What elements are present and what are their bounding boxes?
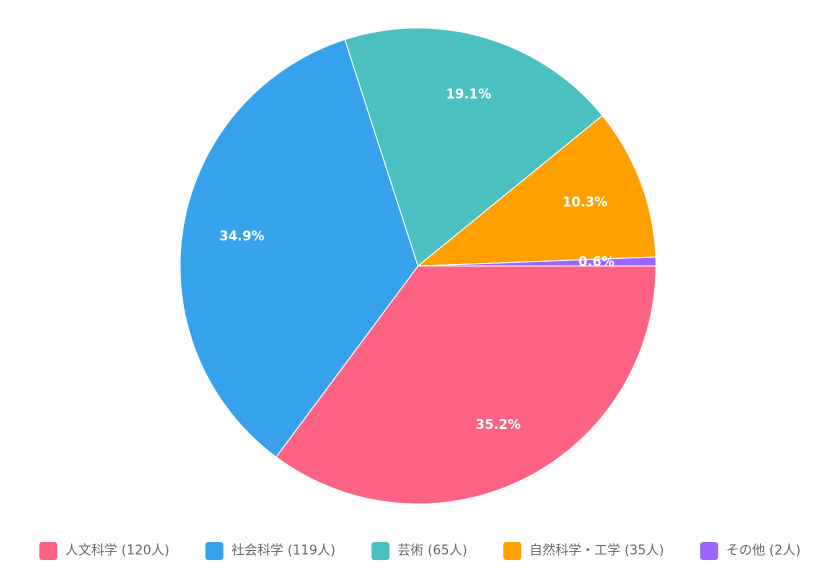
data-label: 19.1% — [446, 87, 491, 102]
pie-slice — [417, 256, 657, 267]
legend-label: 人文科学 (120人) — [65, 543, 169, 559]
legend-label: 芸術 (65人) — [397, 543, 467, 559]
legend-label: 自然科学・工学 (35人) — [529, 543, 664, 559]
pie-slice — [275, 265, 657, 505]
legend-swatch — [205, 542, 224, 560]
data-label: 35.2% — [476, 418, 521, 433]
legend-item[interactable]: 自然科学・工学 (35人) — [503, 542, 664, 560]
legend-item[interactable]: その他 (2人) — [700, 542, 801, 560]
data-label: 0.6% — [578, 255, 614, 270]
legend-item[interactable]: 芸術 (65人) — [371, 542, 467, 560]
pie-slice — [179, 38, 419, 458]
legend-label: その他 (2人) — [726, 544, 801, 559]
legend-swatch — [371, 542, 390, 560]
pie-slice — [416, 114, 657, 267]
data-label: 10.3% — [562, 195, 607, 210]
legend-item[interactable]: 人文科学 (120人) — [39, 542, 169, 560]
legend-swatch — [503, 542, 522, 560]
legend-swatch — [39, 542, 58, 560]
pie-slice — [344, 27, 604, 267]
legend-label: 社会科学 (119人) — [231, 543, 335, 559]
legend-item[interactable]: 社会科学 (119人) — [205, 542, 335, 560]
data-label: 34.9% — [219, 229, 264, 244]
legend-swatch — [700, 542, 719, 560]
